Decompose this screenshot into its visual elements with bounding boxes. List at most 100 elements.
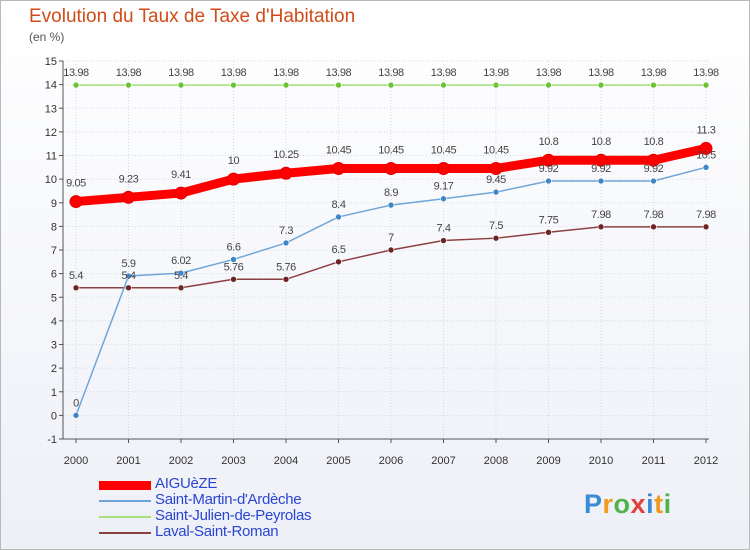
data-point <box>174 186 188 200</box>
y-tick-label: 14 <box>45 80 57 92</box>
data-point <box>72 412 80 419</box>
data-point <box>125 284 132 292</box>
legend-swatch <box>99 516 151 518</box>
data-labels: 9.05 9.23 9.41 10 10.25 10.45 10.45 10.45 10.45 1… <box>63 67 719 409</box>
data-label: 7.3 <box>279 225 293 237</box>
data-point <box>650 223 657 231</box>
data-point <box>650 81 657 89</box>
logo-letter: r <box>602 489 614 519</box>
x-tick-label: 2009 <box>536 455 560 467</box>
data-label: 13.98 <box>273 67 299 79</box>
data-point <box>282 81 290 89</box>
proxiti-logo: Proxiti <box>584 489 672 520</box>
data-point <box>125 81 132 89</box>
y-tick-label: 2 <box>51 363 57 375</box>
data-label: 9.23 <box>119 173 139 185</box>
x-tick-label: 2000 <box>64 455 88 467</box>
data-point <box>335 258 342 266</box>
logo-letter: t <box>654 489 664 519</box>
legend-label: Laval-Saint-Roman <box>155 523 279 540</box>
data-point <box>332 161 345 175</box>
data-label: 7 <box>388 232 394 244</box>
data-point <box>335 213 342 221</box>
series-lines <box>69 81 713 419</box>
data-label: 10.8 <box>591 136 611 148</box>
data-point <box>545 228 552 236</box>
data-label: 10 <box>228 155 240 167</box>
logo-letter: P <box>584 489 603 519</box>
data-label: 10.8 <box>539 136 559 148</box>
x-tick-label: 2011 <box>642 455 666 467</box>
logo-letter: x <box>630 489 647 519</box>
data-point <box>440 237 447 244</box>
y-tick-label: 13 <box>45 103 57 115</box>
data-point <box>440 195 447 203</box>
data-point <box>230 81 237 89</box>
data-label: 13.98 <box>221 67 247 79</box>
data-label: 8.9 <box>384 187 398 199</box>
x-tick-label: 2006 <box>379 455 403 467</box>
data-label: 13.98 <box>693 67 719 79</box>
data-label: 6.5 <box>331 244 345 256</box>
logo-letter: i <box>663 489 672 519</box>
data-label: 6.6 <box>226 241 240 253</box>
y-tick-label: -1 <box>47 434 57 446</box>
data-point <box>647 153 660 167</box>
grid-lines <box>63 60 709 440</box>
data-point <box>69 195 83 209</box>
data-label: 13.98 <box>116 67 142 79</box>
data-point <box>437 161 450 175</box>
data-point <box>387 246 395 254</box>
data-label: 0 <box>73 397 79 409</box>
data-label: 9.92 <box>539 163 559 175</box>
data-point <box>122 190 135 204</box>
data-label: 7.75 <box>539 214 559 226</box>
y-tick-label: 6 <box>51 269 57 281</box>
data-point <box>699 141 713 155</box>
x-tick-label: 2007 <box>431 455 455 467</box>
data-point <box>702 81 710 89</box>
data-label: 13.98 <box>641 67 667 79</box>
data-point <box>702 164 710 171</box>
y-tick-label: 4 <box>51 316 57 328</box>
y-tick-label: 3 <box>51 340 57 352</box>
data-point <box>335 81 342 89</box>
legend-swatch <box>99 480 151 490</box>
data-point <box>594 153 608 167</box>
data-label: 10.45 <box>378 144 404 156</box>
data-label: 10.25 <box>273 149 299 161</box>
data-label: 13.98 <box>63 67 89 79</box>
data-label: 13.98 <box>536 67 562 79</box>
data-label: 5.4 <box>121 270 135 282</box>
data-point <box>230 256 237 263</box>
data-point <box>702 223 710 231</box>
y-tick-label: 15 <box>45 56 57 68</box>
y-tick-label: 0 <box>51 410 57 422</box>
data-label: 5.9 <box>121 258 135 270</box>
data-label: 7.98 <box>696 209 716 221</box>
data-point <box>492 188 500 196</box>
data-label: 9.92 <box>644 163 664 175</box>
data-label: 13.98 <box>588 67 614 79</box>
data-label: 13.98 <box>378 67 404 79</box>
legend-swatch <box>99 500 151 502</box>
data-label: 13.98 <box>431 67 457 79</box>
data-point <box>597 81 605 89</box>
data-point <box>545 81 552 89</box>
data-label: 11.3 <box>697 124 716 136</box>
x-tick-label: 2005 <box>326 455 350 467</box>
data-point <box>597 177 605 185</box>
data-point <box>177 81 185 89</box>
data-label: 7.98 <box>644 209 664 221</box>
data-point <box>489 161 503 175</box>
legend-label: Saint-Martin-d'Ardèche <box>155 491 302 508</box>
data-point <box>72 81 80 89</box>
y-tick-label: 1 <box>51 387 57 399</box>
logo-letter: i <box>646 489 655 519</box>
data-label: 10.5 <box>696 149 716 161</box>
data-label: 7.98 <box>591 209 611 221</box>
data-point <box>650 177 657 185</box>
data-label: 5.4 <box>174 270 188 282</box>
